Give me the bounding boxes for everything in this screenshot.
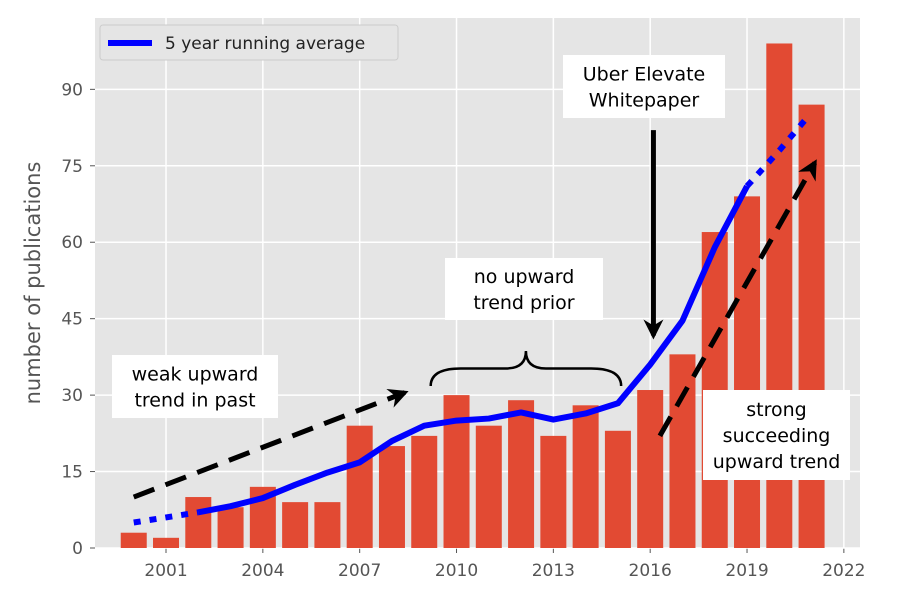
legend-label: 5 year running average: [165, 34, 365, 54]
bar: [217, 507, 244, 548]
x-tick-label: 2001: [144, 561, 187, 581]
y-tick-label: 0: [72, 539, 83, 559]
x-tick-label: 2004: [241, 561, 284, 581]
strong-trend-label: strong succeeding upward trend: [713, 399, 841, 473]
bar: [508, 400, 535, 548]
running-average-line: [197, 184, 750, 516]
y-tick-label: 60: [61, 233, 83, 253]
bar: [540, 435, 567, 548]
no-trend-label-box: [445, 258, 603, 320]
weak-trend-label: weak upward trend in past: [132, 364, 259, 412]
bar: [378, 446, 405, 548]
strong-trend-label-box: [703, 390, 850, 480]
y-tick-label: 90: [61, 80, 83, 100]
whitepaper-label: Uber Elevate Whitepaper: [583, 64, 706, 112]
bar: [798, 104, 825, 548]
bar: [734, 196, 761, 548]
whitepaper-label-box: [563, 55, 725, 118]
running-average-extrapolation: [744, 117, 808, 189]
x-tick-label: 2007: [338, 561, 381, 581]
bar: [572, 405, 599, 548]
bar: [604, 430, 631, 548]
bar: [411, 435, 438, 548]
weak-trend-arrow: [132, 388, 409, 500]
y-tick-label: 75: [61, 157, 83, 177]
bar: [282, 502, 309, 548]
y-tick-label: 15: [61, 463, 83, 483]
bar: [314, 502, 341, 548]
bar: [346, 425, 373, 548]
y-tick-label: 45: [61, 310, 83, 330]
bar: [120, 532, 147, 548]
weak-trend-label-box: [112, 355, 278, 418]
x-tick-label: 2016: [629, 561, 672, 581]
strong-trend-arrow: [657, 159, 817, 438]
x-tick-label: 2022: [822, 561, 865, 581]
bar: [637, 390, 664, 548]
y-tick-label: 30: [61, 386, 83, 406]
running-average-extrapolation: [133, 509, 199, 526]
x-axis-label: year: [454, 587, 501, 594]
y-axis-label: number of publications: [21, 162, 45, 405]
x-tick-label: 2019: [725, 561, 768, 581]
legend-box: [99, 24, 399, 61]
x-tick-label: 2013: [532, 561, 575, 581]
bar: [153, 537, 180, 548]
bar: [669, 354, 696, 548]
bar: [475, 425, 502, 548]
bar: [185, 497, 212, 548]
x-tick-label: 2010: [435, 561, 478, 581]
no-trend-label: no upward trend prior: [473, 266, 574, 314]
